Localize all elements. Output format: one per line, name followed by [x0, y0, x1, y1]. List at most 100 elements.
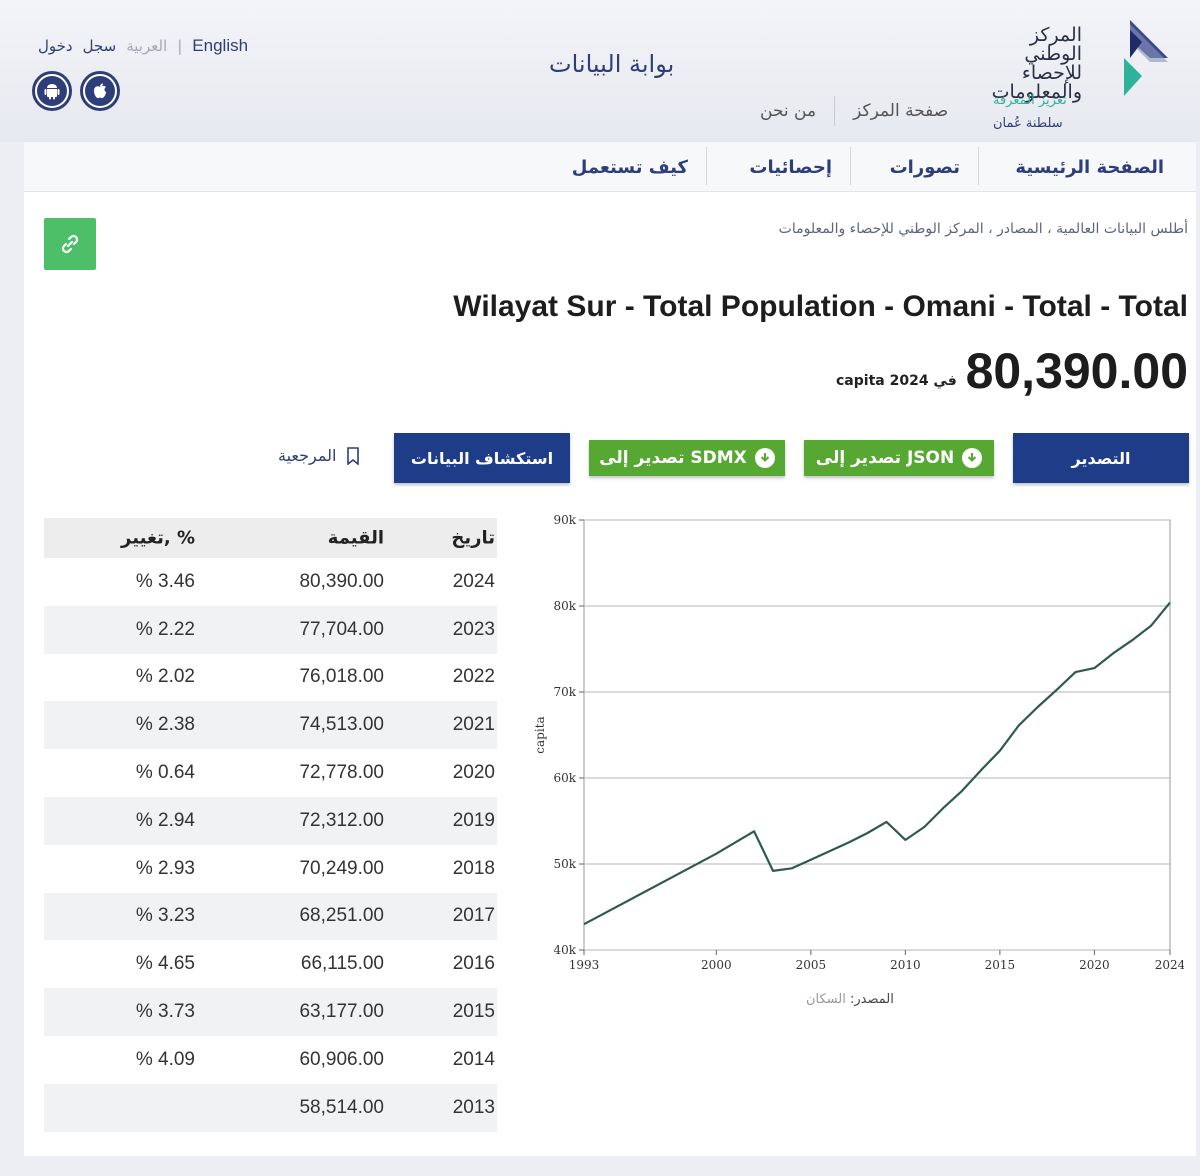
ncsi-logo[interactable]: المركز الوطني للإحصاء والمعلومات تعزيز ا… — [990, 18, 1170, 136]
nav-home[interactable]: الصفحة الرئيسية — [1015, 156, 1164, 178]
cell-value: 77,704.00 — [299, 618, 384, 640]
table-header: تاريخ القيمة تغيير, % — [44, 518, 497, 558]
logo-line-3: والمعلومات — [991, 81, 1082, 103]
nav-statistics[interactable]: إحصائيات — [749, 156, 832, 178]
app-store-icons — [32, 71, 120, 111]
export-sdmx-button[interactable]: تصدير إلى SDMX — [589, 440, 785, 476]
x-tick-label: 2010 — [890, 958, 921, 972]
y-tick-label: 80k — [553, 599, 576, 613]
nav-how-to-use[interactable]: كيف تستعمل — [571, 156, 688, 178]
table-row: 2014 60,906.00 % 4.09 — [44, 1036, 497, 1084]
x-tick-label: 2015 — [985, 958, 1016, 972]
nav-visualizations[interactable]: تصورات — [889, 156, 960, 178]
source-value: السكان — [806, 992, 846, 1007]
cell-change: % 2.38 — [135, 714, 195, 736]
ios-app-button[interactable] — [80, 71, 120, 111]
table-row: 2022 76,018.00 % 2.02 — [44, 654, 497, 702]
table-row: 2024 80,390.00 % 3.46 — [44, 558, 497, 606]
cell-year: 2016 — [452, 953, 495, 975]
table-row: 2013 58,514.00 — [44, 1083, 497, 1132]
cell-year: 2019 — [452, 809, 495, 831]
register-link[interactable]: سجل — [82, 37, 117, 55]
cell-change: % 3.23 — [135, 905, 195, 927]
export-sdmx-label: تصدير إلى SDMX — [599, 448, 747, 468]
cell-change: % 0.64 — [135, 762, 195, 784]
cell-year: 2024 — [452, 570, 495, 592]
table-row: 2016 66,115.00 % 4.65 — [44, 940, 497, 988]
center-page-link[interactable]: صفحة المركز — [853, 101, 949, 121]
table-row: 2018 70,249.00 % 2.93 — [44, 845, 497, 893]
logo-line-2: للإحصاء — [1021, 62, 1082, 84]
latest-value: 80,390.00 — [965, 343, 1188, 399]
cell-value: 70,249.00 — [299, 857, 384, 879]
x-tick-label: 1993 — [569, 958, 600, 972]
cell-change: % 4.65 — [135, 953, 195, 975]
cell-value: 72,312.00 — [299, 809, 384, 831]
lang-arabic-link[interactable]: العربية — [126, 37, 168, 55]
link-icon — [61, 234, 79, 254]
header-sublinks: من نحن صفحة المركز — [760, 96, 948, 126]
about-us-link[interactable]: من نحن — [760, 101, 817, 121]
cell-value: 80,390.00 — [299, 570, 384, 592]
export-json-label: تصدير إلى JSON — [815, 448, 955, 468]
x-tick-label: 2005 — [796, 958, 827, 972]
download-icon — [754, 448, 775, 468]
site-header: دخول سجل العربية | English — [0, 0, 1200, 142]
page-title: Wilayat Sur - Total Population - Omani -… — [453, 290, 1188, 323]
series-line — [583, 601, 1171, 926]
copy-link-button[interactable] — [44, 218, 96, 270]
cell-year: 2017 — [452, 905, 495, 927]
cell-year: 2015 — [452, 1001, 495, 1023]
export-json-button[interactable]: تصدير إلى JSON — [804, 440, 994, 476]
cell-change: % 3.73 — [135, 1001, 195, 1023]
header-year[interactable]: تاريخ — [451, 527, 495, 549]
android-app-button[interactable] — [32, 71, 72, 111]
explore-data-button[interactable]: استكشاف البيانات — [394, 433, 570, 483]
cell-year: 2022 — [452, 666, 495, 688]
main-nav: الصفحة الرئيسية تصورات إحصائيات كيف تستع… — [24, 142, 1196, 192]
download-icon — [962, 448, 983, 468]
cell-value: 60,906.00 — [299, 1048, 384, 1070]
table-row: 2017 68,251.00 % 3.23 — [44, 892, 497, 941]
y-tick-label: 90k — [553, 513, 576, 527]
y-tick-label: 60k — [553, 771, 576, 785]
x-tick-label: 2000 — [701, 958, 732, 972]
y-tick-label: 70k — [553, 685, 576, 699]
login-link[interactable]: دخول — [38, 37, 73, 55]
x-tick-label: 2020 — [1079, 958, 1110, 972]
cell-year: 2014 — [452, 1048, 495, 1070]
nav-divider — [850, 147, 851, 185]
header-change[interactable]: تغيير, % — [121, 527, 195, 549]
logo-mark-icon — [1124, 20, 1168, 96]
logo-name: المركز الوطني للإحصاء والمعلومات — [990, 26, 1082, 102]
table-row: 2019 72,312.00 % 2.94 — [44, 796, 497, 845]
data-table: تاريخ القيمة تغيير, % 2024 80,390.00 % 3.4… — [44, 518, 497, 1132]
lang-english-link[interactable]: English — [192, 36, 249, 55]
reference-bookmark-button[interactable]: المرجعية — [278, 446, 360, 465]
cell-year: 2018 — [452, 857, 495, 879]
explore-data-label: استكشاف البيانات — [410, 448, 554, 468]
y-axis-label: capita — [533, 716, 547, 753]
lang-separator: | — [177, 37, 183, 55]
logo-line-1: المركز الوطني — [1024, 24, 1082, 65]
chart-source: المصدر: السكان — [806, 992, 894, 1007]
cell-year: 2013 — [452, 1096, 495, 1118]
table-row: 2020 72,778.00 % 0.64 — [44, 749, 497, 797]
cell-value: 68,251.00 — [299, 905, 384, 927]
breadcrumb[interactable]: أطلس البيانات العالمية ، المصادر ، المرك… — [778, 221, 1188, 237]
cell-year: 2020 — [452, 762, 495, 784]
cell-value: 58,514.00 — [299, 1096, 384, 1118]
cell-value: 74,513.00 — [299, 714, 384, 736]
y-tick-label: 50k — [553, 857, 576, 871]
cell-value: 72,778.00 — [299, 762, 384, 784]
nav-divider — [706, 147, 707, 185]
population-line-chart: 40k 50k 60k 70k 80k 90k 1993 2000 2005 2010 2015 20… — [533, 513, 1184, 972]
latest-value-meta: capita في 2024 — [836, 373, 957, 389]
header-value[interactable]: القيمة — [327, 527, 384, 549]
table-row: 2023 77,704.00 % 2.22 — [44, 605, 497, 654]
export-button[interactable]: التصدير — [1013, 433, 1189, 483]
android-icon — [44, 84, 60, 100]
language-bar: دخول سجل العربية | English — [38, 36, 248, 56]
logo-country: سلطنة عُمان — [993, 116, 1063, 131]
cell-year: 2021 — [452, 714, 495, 736]
